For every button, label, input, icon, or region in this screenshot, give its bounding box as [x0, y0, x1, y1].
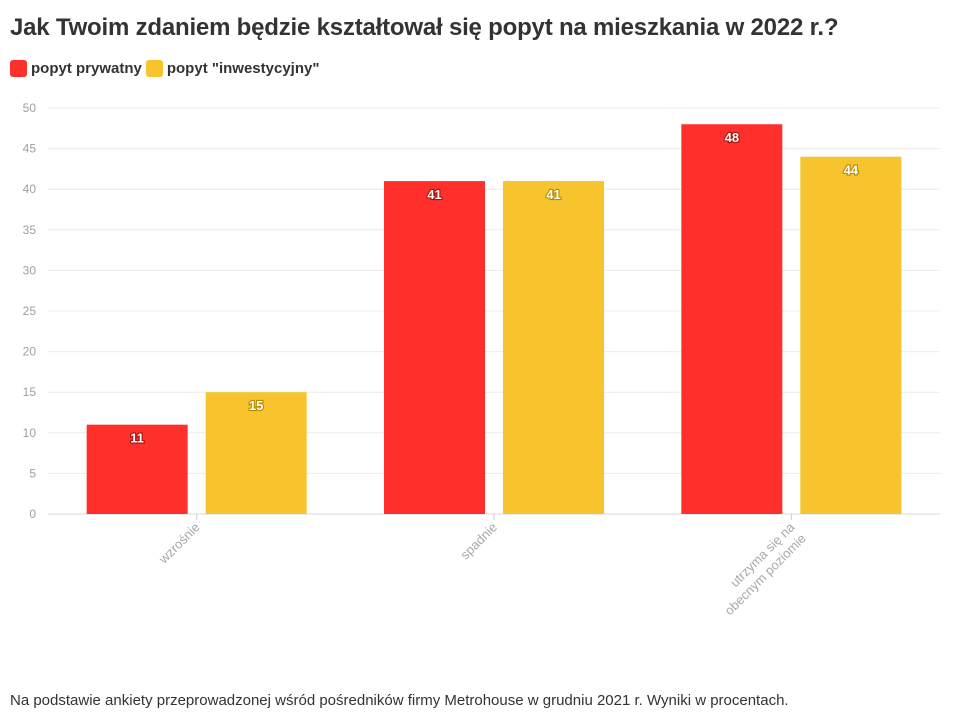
y-tick-label: 40 — [23, 182, 37, 196]
x-tick-label: spadnie — [457, 520, 500, 563]
y-tick-label: 45 — [23, 142, 37, 156]
data-label: 15 — [249, 398, 263, 413]
y-tick-label: 50 — [23, 101, 37, 115]
legend-item-private[interactable]: popyt prywatny — [10, 60, 142, 77]
chart-title: Jak Twoim zdaniem będzie kształtował się… — [10, 14, 839, 41]
bar — [384, 181, 485, 514]
x-tick-label: utrzyma się naobecnym poziomie — [710, 519, 809, 618]
y-tick-label: 10 — [23, 426, 37, 440]
y-tick-label: 15 — [23, 385, 37, 399]
y-tick-label: 30 — [23, 263, 37, 277]
footnote: Na podstawie ankiety przeprowadzonej wśr… — [10, 692, 789, 709]
legend-label-investment: popyt "inwestycyjny" — [166, 60, 320, 77]
bar-chart: 0 5 10 15 20 25 30 35 40 45 50 11 15 wzrośnie 41 41 spad… — [23, 101, 940, 618]
y-tick-label: 35 — [23, 223, 37, 237]
bar — [205, 392, 307, 514]
y-tick-label: 0 — [29, 507, 36, 521]
bar — [503, 181, 604, 514]
y-tick-label: 5 — [29, 466, 36, 480]
legend-swatch-investment — [145, 60, 163, 77]
legend: popyt prywatny popyt "inwestycyjny" — [10, 60, 323, 77]
legend-swatch-private — [10, 60, 27, 77]
data-label: 44 — [844, 163, 859, 178]
legend-label-private: popyt prywatny — [31, 60, 142, 77]
y-tick-label: 20 — [23, 345, 37, 359]
data-label: 48 — [725, 130, 739, 145]
x-tick-label-line: wzrośnie — [155, 520, 203, 568]
x-tick-label: wzrośnie — [155, 520, 203, 568]
bar — [681, 124, 783, 515]
x-tick-label-line: spadnie — [457, 520, 500, 563]
data-label: 41 — [546, 187, 560, 202]
data-label: 11 — [130, 431, 144, 446]
data-label: 41 — [427, 187, 441, 202]
bar — [86, 424, 188, 514]
legend-item-investment[interactable]: popyt "inwestycyjny" — [145, 60, 320, 77]
bar — [800, 156, 902, 514]
y-tick-label: 25 — [23, 304, 37, 318]
